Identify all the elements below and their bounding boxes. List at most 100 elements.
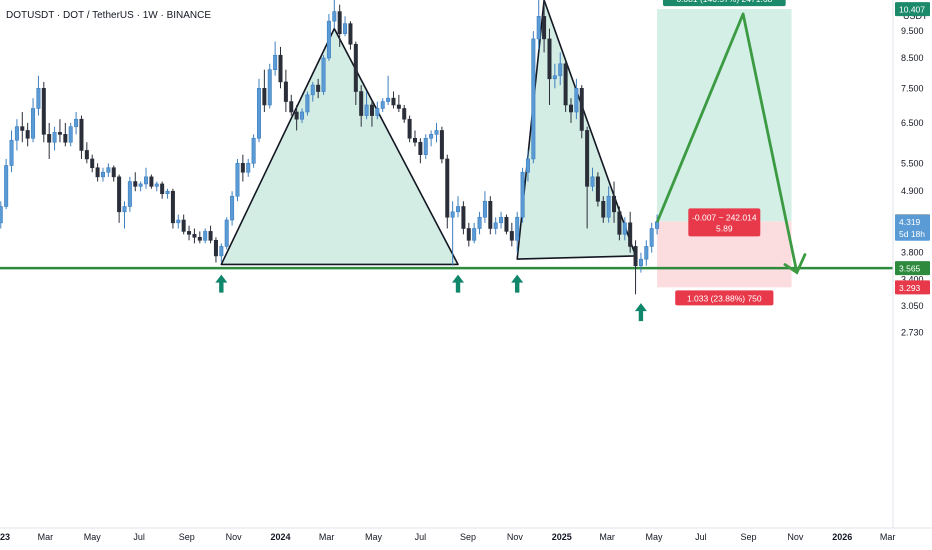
position-target-label: 6.081 (140.57%) 2471.68 bbox=[662, 0, 786, 7]
price-tick-label: 4.900 bbox=[901, 186, 924, 196]
candle-body bbox=[144, 176, 149, 185]
candle-body bbox=[321, 57, 326, 92]
time-tick-label: May bbox=[84, 532, 102, 542]
price-tag-value: 3.293 bbox=[899, 283, 921, 293]
candle-body bbox=[574, 87, 579, 113]
price-tick-label: 8.500 bbox=[901, 53, 924, 63]
projection-path bbox=[655, 12, 799, 273]
position-target-zone bbox=[657, 9, 792, 222]
price-tick-label: 2.730 bbox=[901, 328, 924, 338]
candle-body bbox=[638, 258, 643, 267]
candle-body bbox=[590, 176, 595, 187]
candle-body bbox=[439, 130, 444, 160]
time-tick-label: 2025 bbox=[552, 532, 572, 542]
candle-body bbox=[375, 108, 380, 116]
time-tick-label: Jul bbox=[415, 532, 427, 542]
position-stop-label: 1.033 (23.88%) 750 bbox=[675, 290, 774, 306]
candle-body bbox=[504, 216, 509, 232]
candle-body bbox=[117, 176, 122, 213]
candle-body bbox=[434, 130, 439, 135]
price-tag-value: 4.319 bbox=[899, 217, 921, 227]
price-tick-label: 7.500 bbox=[901, 83, 924, 93]
candle-body bbox=[332, 11, 337, 22]
time-tick-label: May bbox=[365, 532, 383, 542]
candle-body bbox=[197, 236, 202, 241]
candle-body bbox=[95, 167, 100, 178]
position-mid-label-line1: -0.007 ~ 242.014 bbox=[692, 212, 757, 222]
candle-body bbox=[461, 206, 466, 229]
candle-body bbox=[407, 118, 412, 139]
projection-arrowhead bbox=[783, 253, 807, 275]
candle-body bbox=[79, 118, 84, 151]
candle-body bbox=[68, 126, 73, 143]
candle-body bbox=[337, 11, 342, 34]
candle-body bbox=[160, 183, 165, 195]
candle-body bbox=[493, 222, 498, 229]
candle-body bbox=[477, 216, 482, 229]
candle-body bbox=[445, 158, 450, 218]
candle-body bbox=[488, 200, 493, 229]
candle-body bbox=[509, 231, 514, 241]
candle-body bbox=[649, 228, 654, 247]
candle-body bbox=[402, 108, 407, 120]
candle-body bbox=[165, 190, 170, 195]
candle-body bbox=[9, 139, 14, 166]
candle-body bbox=[348, 23, 353, 45]
candle-body bbox=[74, 118, 79, 127]
position-mid-label-line2: 5.89 bbox=[716, 223, 733, 233]
position-stop-label-text: 1.033 (23.88%) 750 bbox=[687, 293, 762, 303]
candle-body bbox=[536, 16, 541, 40]
candle-body bbox=[273, 54, 278, 70]
candle-body bbox=[316, 84, 321, 92]
price-tick-label: 3.800 bbox=[901, 248, 924, 258]
price-tick-label: 6.500 bbox=[901, 118, 924, 128]
time-axis[interactable]: 2023 Mar May Jul Sep Nov 2024 Mar May Jul Sep Nov 20… bbox=[0, 527, 932, 542]
candle-body bbox=[655, 221, 660, 229]
candle-body bbox=[240, 162, 245, 173]
candle-body bbox=[595, 176, 600, 202]
price-tag bbox=[895, 2, 930, 17]
time-tick-label: 2026 bbox=[832, 532, 852, 542]
time-tick-label: Jul bbox=[133, 532, 145, 542]
candle-body bbox=[525, 158, 530, 173]
candle-body bbox=[294, 111, 299, 120]
price-tick-label: 5.500 bbox=[901, 158, 924, 168]
time-tick-label: Mar bbox=[880, 532, 896, 542]
candle-body bbox=[192, 234, 197, 238]
time-tick-label: Nov bbox=[226, 532, 243, 542]
candle-body bbox=[181, 219, 186, 232]
candle-body bbox=[515, 216, 520, 241]
candle-body bbox=[176, 219, 181, 224]
candle-body bbox=[380, 101, 385, 109]
candle-body bbox=[568, 104, 573, 113]
candle-body bbox=[278, 54, 283, 83]
candle-body bbox=[617, 211, 622, 235]
candle-body bbox=[499, 216, 504, 224]
price-tick-label: 3.400 bbox=[901, 275, 924, 285]
price-tick-label: 3.050 bbox=[901, 301, 924, 311]
candle-body bbox=[111, 167, 116, 178]
candle-body bbox=[520, 171, 525, 218]
time-tick-label: Mar bbox=[599, 532, 615, 542]
candle-body bbox=[628, 222, 633, 247]
candle-body bbox=[4, 165, 9, 207]
candle-body bbox=[106, 167, 111, 173]
time-tick-label: Nov bbox=[507, 532, 524, 542]
candle-body bbox=[343, 23, 348, 34]
price-axis[interactable]: USDT 15.00013.00011.0009.5008.5007.5006.… bbox=[892, 0, 930, 528]
time-tick-label: 2024 bbox=[270, 532, 290, 542]
time-tick-label: Sep bbox=[460, 532, 476, 542]
candle-body bbox=[47, 134, 52, 143]
chart-title: DOTUSDT · DOT / TetherUS · 1W · BINANCE bbox=[6, 10, 211, 21]
candle-body bbox=[230, 195, 235, 221]
time-tick-label: May bbox=[645, 532, 663, 542]
candle-body bbox=[531, 38, 536, 160]
candle-body bbox=[412, 137, 417, 143]
candle-body bbox=[213, 239, 218, 257]
price-tick-label: 9.500 bbox=[901, 26, 924, 36]
position-mid-label-bg bbox=[688, 208, 761, 237]
candle-body bbox=[14, 126, 19, 141]
candle-body bbox=[563, 63, 568, 106]
candles-layer bbox=[0, 0, 660, 295]
